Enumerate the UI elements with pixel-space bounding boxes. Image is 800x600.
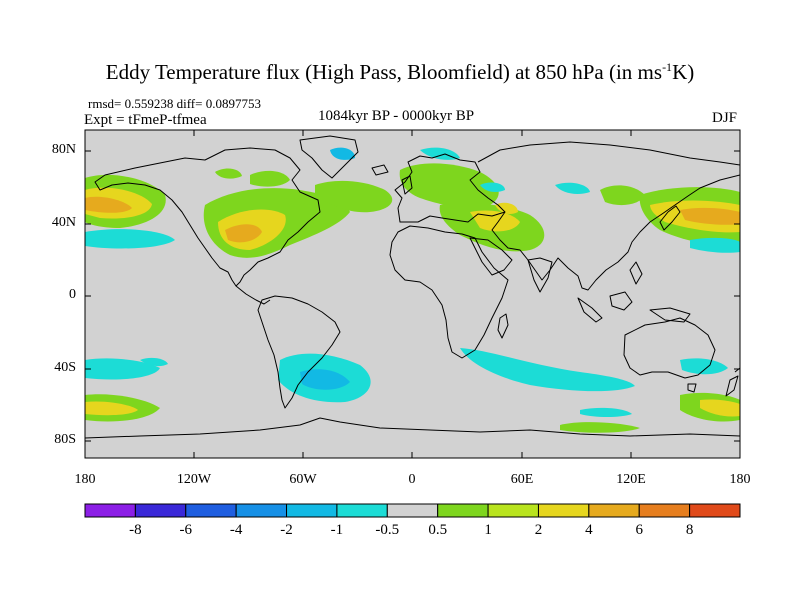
anomaly-south-pacific-west [85,358,160,380]
lat-label-0: 0 [69,287,76,302]
colorbar-label: -4 [229,522,243,538]
coastline-philippines [629,261,643,285]
anomaly-north-pacific-west-peak [85,196,132,213]
colorbar-label: 2 [534,522,543,538]
colorbar-label: -6 [179,522,193,538]
coastline-antarctica [85,417,740,439]
anomaly-tasman-core [700,399,740,417]
anomaly-north-atlantic [315,180,393,213]
anomaly-north-pacific-negative [690,237,740,253]
anomaly-north-america-peak [225,224,262,243]
colorbar-swatch [185,503,237,518]
colorbar-swatch [588,503,640,518]
anomaly-south-pacific-positive-core [85,401,138,416]
anomaly-canada-arctic [215,168,242,179]
anomaly-greenland-sea [330,147,355,160]
anomaly-central-asia-negative [555,182,590,194]
colorbar-swatch [84,503,136,518]
anomaly-siberia-negative [480,182,505,193]
anomaly-fields [85,147,740,433]
anomaly-pacific-negative-band [85,229,175,249]
stats-text: rmsd= 0.559238 diff= 0.0897753 [88,96,261,111]
coastline-north-america [94,147,321,287]
coastline-britain [401,175,413,195]
anomaly-southern-ocean-negative [580,407,632,417]
colorbar-swatch [386,503,439,518]
anomaly-europe [399,163,499,208]
coastline-europe [394,153,506,223]
experiment-label: Expt = tFmeP-tfmea [84,112,207,128]
colorbar-label: 4 [585,522,593,538]
lon-label-120w: 120W [176,472,212,487]
anomaly-southern-ocean [560,422,640,433]
colorbar-swatch [487,503,539,518]
anomaly-northwest-pacific-peak [680,207,740,225]
colorbar-swatch [286,503,338,518]
coastline-new-guinea [649,307,691,323]
colorbar-swatch [689,503,741,518]
coastline-madagascar [497,313,509,339]
coastline-australia [623,317,716,379]
anomaly-arctic-north-europe [420,147,460,160]
coastline-greenland [299,135,359,179]
coastlines [85,135,740,439]
lat-ticks [85,150,740,442]
colorbar-label: -8 [129,522,142,538]
anomaly-east-pacific-south [140,357,168,367]
lon-label-180-west: 180 [74,472,96,487]
coastline-arabia [469,237,513,276]
lat-label-40n: 40N [51,215,76,230]
lon-label-180-east: 180 [729,472,751,487]
coastline-asia [477,141,740,291]
lon-label-60w: 60W [289,472,317,487]
colorbar-swatch [336,503,388,518]
lon-label-60e: 60E [510,472,534,487]
coastline-africa [389,225,509,359]
coastline-india [527,257,553,293]
colorbar-swatch [537,503,590,518]
lon-ticks [84,130,741,458]
period-label: 1084kyr BP - 0000kyr BP [318,108,475,124]
colorbar-swatch [235,503,288,518]
colorbar-label: -0.5 [375,522,400,538]
anomaly-middle-east [470,210,520,232]
lon-label-120e: 120E [616,472,646,487]
lat-label-80s: 80S [54,432,76,447]
anomaly-south-atlantic-core [300,369,350,390]
colorbar-swatch [638,503,691,518]
coastline-borneo [609,291,633,311]
colorbar-swatch [437,503,489,518]
colorbar-label: 0.5 [428,522,448,538]
coastline-central-america [235,285,271,305]
lat-label-80n: 80N [51,142,76,157]
colorbar-label: -2 [280,522,293,538]
colorbar-label: 8 [685,522,694,538]
anomaly-east-asia [600,185,645,206]
colorbar-label: 1 [484,522,492,538]
colorbar [84,503,741,518]
anomaly-black-sea [495,202,518,214]
anomaly-australia-south [680,358,728,375]
coastline-south-america [257,295,341,409]
season-label: DJF [712,110,738,126]
lon-label-0: 0 [408,472,416,487]
anomaly-south-indian [460,348,635,392]
colorbar-label: -1 [330,522,344,538]
colorbar-label: 6 [635,522,643,538]
coastline-tasmania [687,383,697,393]
coastline-sumatra [577,297,603,323]
coastline-japan [659,205,681,231]
map-title: Eddy Temperature flux (High Pass, Bloomf… [105,60,695,84]
lat-label-40s: 40S [54,360,76,375]
anomaly-hudson-bay [250,170,290,187]
colorbar-swatch [134,503,187,518]
coastline-iceland [371,164,389,176]
